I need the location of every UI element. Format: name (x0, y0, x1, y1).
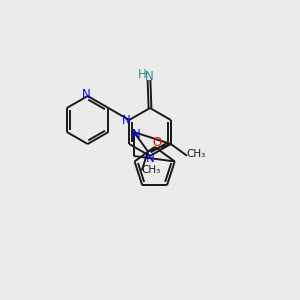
Text: N: N (146, 152, 154, 164)
Text: N: N (131, 128, 140, 140)
Text: N: N (145, 70, 153, 83)
Text: N: N (82, 88, 91, 100)
Text: N: N (122, 113, 130, 127)
Text: O: O (152, 136, 161, 149)
Text: H: H (138, 68, 146, 80)
Text: CH₃: CH₃ (186, 149, 206, 159)
Text: CH₃: CH₃ (141, 165, 160, 176)
